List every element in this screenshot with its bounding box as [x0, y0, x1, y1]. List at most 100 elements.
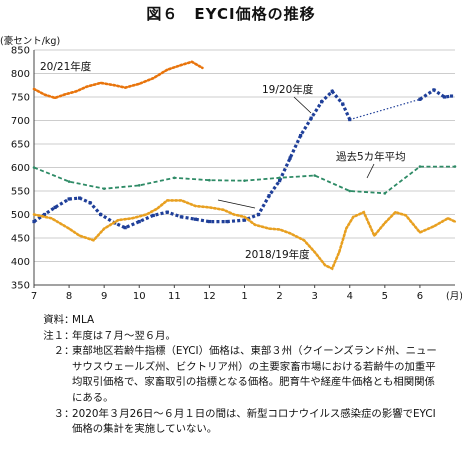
data-point-2018-19: [32, 213, 36, 216]
leader-line-5yr-average: [366, 163, 375, 179]
data-point-20-21: [166, 68, 169, 71]
data-point-5yr-average: [67, 180, 71, 183]
y-tick-label: 450: [11, 234, 30, 245]
x-axis-unit-label: (月): [446, 291, 462, 302]
data-point-19-20: [330, 89, 334, 93]
series-label-20-21: 20/21年度: [40, 60, 92, 73]
data-point-19-20: [78, 196, 82, 200]
y-tick-label: 650: [11, 140, 30, 151]
data-point-19-20: [442, 95, 447, 99]
note-3: ３： 2020年３月26日～６月１日の間は、新型コロナウイルス感染症の影響でEY…: [34, 407, 442, 438]
x-tick-label: 5: [382, 291, 388, 302]
data-point-19-20: [99, 212, 103, 217]
data-point-5yr-average: [32, 166, 36, 169]
data-point-19-20: [42, 212, 47, 217]
x-tick-label: 4: [347, 291, 353, 302]
data-point-5yr-average: [348, 189, 352, 193]
y-tick-label: 500: [11, 210, 30, 221]
data-point-2018-19: [446, 217, 450, 220]
note-text: 東部地区若齢牛指標（EYCI）価格は、東部３州（クイーンズランド州、ニューサウス…: [72, 345, 437, 404]
x-tick-label: 2: [276, 291, 282, 302]
data-point-19-20: [207, 219, 212, 224]
data-point-2018-19: [352, 215, 355, 218]
data-point-2018-19: [278, 228, 281, 231]
data-point-19-20: [341, 102, 345, 106]
data-point-2018-19: [103, 227, 106, 230]
y-axis-unit-label: (豪セント/kg): [0, 36, 61, 47]
data-point-19-20: [67, 197, 71, 201]
data-point-19-20: [193, 217, 197, 221]
data-point-2018-19: [338, 251, 341, 254]
x-tick-label: 10: [133, 291, 146, 302]
series-gap-line-19-20: [349, 98, 421, 121]
x-tick-label: 1: [241, 291, 247, 302]
data-point-19-20: [256, 212, 261, 217]
note-label: ２: [53, 345, 64, 358]
x-tick-label: 11: [168, 291, 181, 302]
data-point-2018-19: [194, 204, 197, 208]
note-source: 資料： MLA: [34, 313, 442, 329]
data-point-20-21: [201, 66, 204, 69]
data-point-19-20: [449, 94, 454, 98]
y-tick-label: 550: [11, 187, 30, 198]
data-point-19-20: [320, 100, 324, 104]
data-point-5yr-average: [383, 192, 387, 195]
data-point-20-21: [75, 90, 78, 93]
series-label-19-20: 19/20年度: [262, 83, 314, 96]
data-point-2018-19: [394, 211, 397, 214]
y-tick-label: 750: [11, 93, 30, 104]
data-point-5yr-average: [243, 179, 246, 182]
y-tick-label: 850: [11, 46, 30, 57]
note-2: ２： 東部地区若齢牛指標（EYCI）価格は、東部３州（クイーンズランド州、ニュー…: [34, 344, 442, 406]
data-point-20-21: [124, 86, 127, 89]
leader-line-2018-19: [217, 199, 256, 209]
x-tick-label: 3: [311, 291, 317, 302]
data-point-19-20: [418, 97, 422, 101]
data-point-20-21: [32, 87, 36, 91]
data-point-2018-19: [345, 227, 348, 230]
data-point-19-20: [277, 179, 282, 183]
data-point-2018-19: [383, 221, 386, 225]
data-point-19-20: [88, 201, 92, 205]
data-point-2018-19: [145, 213, 148, 216]
note-label: 注１: [43, 329, 64, 342]
x-tick-label: 7: [31, 291, 37, 302]
data-point-19-20: [165, 210, 169, 214]
data-point-2018-19: [131, 217, 134, 220]
data-point-19-20: [53, 205, 57, 210]
y-tick-label: 700: [11, 116, 30, 127]
data-point-2018-19: [117, 219, 120, 222]
data-point-5yr-average: [313, 174, 316, 177]
data-point-20-21: [152, 77, 155, 80]
y-tick-label: 400: [11, 257, 30, 268]
data-point-2018-19: [267, 227, 271, 230]
series-label-5yr-average: 過去5カ年平均: [336, 150, 406, 163]
data-point-2018-19: [313, 251, 316, 254]
y-tick-label: 600: [11, 163, 30, 174]
series-label-2018-19: 2018/19年度: [245, 248, 310, 261]
data-point-2018-19: [208, 206, 211, 209]
data-point-19-20: [137, 219, 141, 224]
x-tick-label: 8: [66, 291, 72, 302]
x-tick-label: 6: [417, 291, 423, 302]
leader-line-19-20: [293, 96, 312, 114]
data-point-19-20: [432, 88, 436, 92]
data-point-20-21: [138, 82, 141, 85]
y-tick-label: 350: [11, 281, 30, 292]
data-point-5yr-average: [278, 176, 281, 180]
data-point-2018-19: [253, 223, 257, 226]
series-line-19-20: [419, 88, 452, 101]
data-point-5yr-average: [137, 184, 141, 187]
data-point-20-21: [99, 81, 102, 84]
data-point-5yr-average: [102, 187, 106, 190]
data-point-5yr-average: [173, 176, 176, 180]
x-tick-label: 12: [203, 291, 216, 302]
y-tick-label: 800: [11, 69, 30, 80]
data-point-2018-19: [303, 239, 306, 242]
data-point-2018-19: [373, 234, 376, 237]
note-text: 年度は７月～翌６月。: [72, 329, 176, 342]
data-point-20-21: [113, 84, 116, 87]
data-point-19-20: [348, 117, 352, 122]
data-point-2018-19: [418, 231, 422, 234]
